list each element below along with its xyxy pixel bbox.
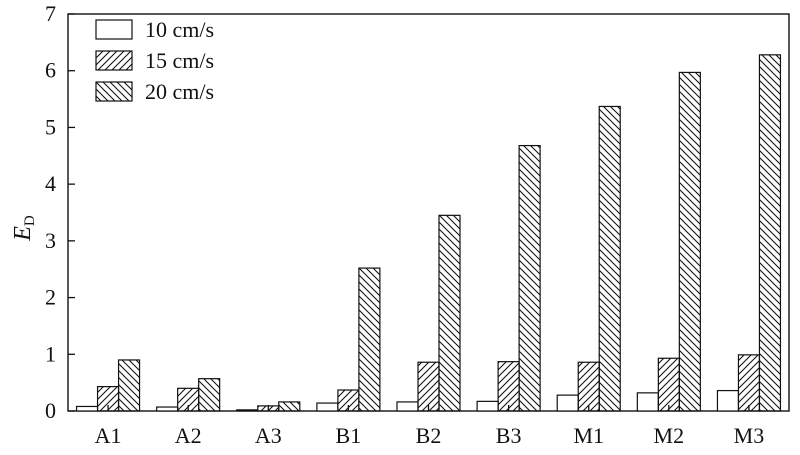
bar-B3-20-cm-s [518, 144, 541, 412]
bar-B2-20-cm-s [438, 214, 461, 412]
bar-A1-10-cm-s [75, 405, 99, 412]
bar-B1-10-cm-s [316, 402, 339, 412]
legend: 10 cm/s 15 cm/s 20 cm/s [95, 17, 214, 104]
bar-B3-10-cm-s [476, 400, 499, 412]
y-tick-label: 4 [45, 171, 56, 196]
bar-B1-15-cm-s [337, 389, 360, 412]
bar-M3-20-cm-s [758, 54, 782, 412]
bar-B2-15-cm-s [417, 361, 440, 412]
y-axis: 0 1 2 3 4 5 6 7 [45, 1, 75, 423]
legend-swatch [95, 19, 133, 40]
x-tick-label: B3 [496, 423, 522, 448]
bar-A3-20-cm-s [278, 401, 301, 412]
bar-A3-10-cm-s [236, 409, 259, 412]
x-tick-label: B1 [336, 423, 362, 448]
bars [75, 54, 782, 412]
legend-label: 20 cm/s [145, 79, 214, 104]
x-tick-label: M1 [573, 423, 604, 448]
legend-label: 10 cm/s [145, 17, 214, 42]
bar-M2-20-cm-s [678, 71, 701, 412]
bar-A1-20-cm-s [117, 359, 141, 412]
bar-A3-15-cm-s [257, 405, 280, 412]
bar-A2-15-cm-s [177, 387, 200, 412]
x-tick-label: A2 [175, 423, 202, 448]
x-tick-label: M3 [734, 423, 765, 448]
y-tick-label: 2 [45, 285, 56, 310]
bar-M3-15-cm-s [737, 354, 761, 412]
bar-M2-15-cm-s [657, 357, 680, 412]
bar-B1-20-cm-s [358, 267, 381, 412]
bar-M1-15-cm-s [577, 361, 600, 412]
y-tick-label: 0 [45, 398, 56, 423]
bar-A2-10-cm-s [156, 406, 179, 412]
x-tick-label: A1 [95, 423, 122, 448]
x-tick-label: M2 [654, 423, 685, 448]
bar-M3-10-cm-s [716, 389, 740, 412]
y-tick-label: 3 [45, 228, 56, 253]
bar-B3-15-cm-s [497, 361, 520, 412]
bar-M1-10-cm-s [556, 394, 579, 412]
bar-M1-20-cm-s [598, 105, 621, 412]
x-tick-label: A3 [255, 423, 282, 448]
y-tick-label: 7 [45, 1, 56, 26]
legend-swatch [95, 50, 133, 71]
x-tick-label: B2 [416, 423, 442, 448]
legend-label: 15 cm/s [145, 48, 214, 73]
y-tick-label: 1 [45, 341, 56, 366]
bar-A1-15-cm-s [96, 386, 120, 412]
y-tick-label: 6 [45, 58, 56, 83]
bar-A2-20-cm-s [198, 378, 221, 412]
legend-swatch [95, 81, 133, 102]
y-axis-label: ED [10, 215, 38, 242]
bar-M2-10-cm-s [636, 392, 659, 412]
bar-B2-10-cm-s [396, 401, 419, 412]
x-axis: A1 A2 A3 B1 B2 B3 M1 M2 M3 [95, 405, 765, 448]
y-tick-label: 5 [45, 114, 56, 139]
